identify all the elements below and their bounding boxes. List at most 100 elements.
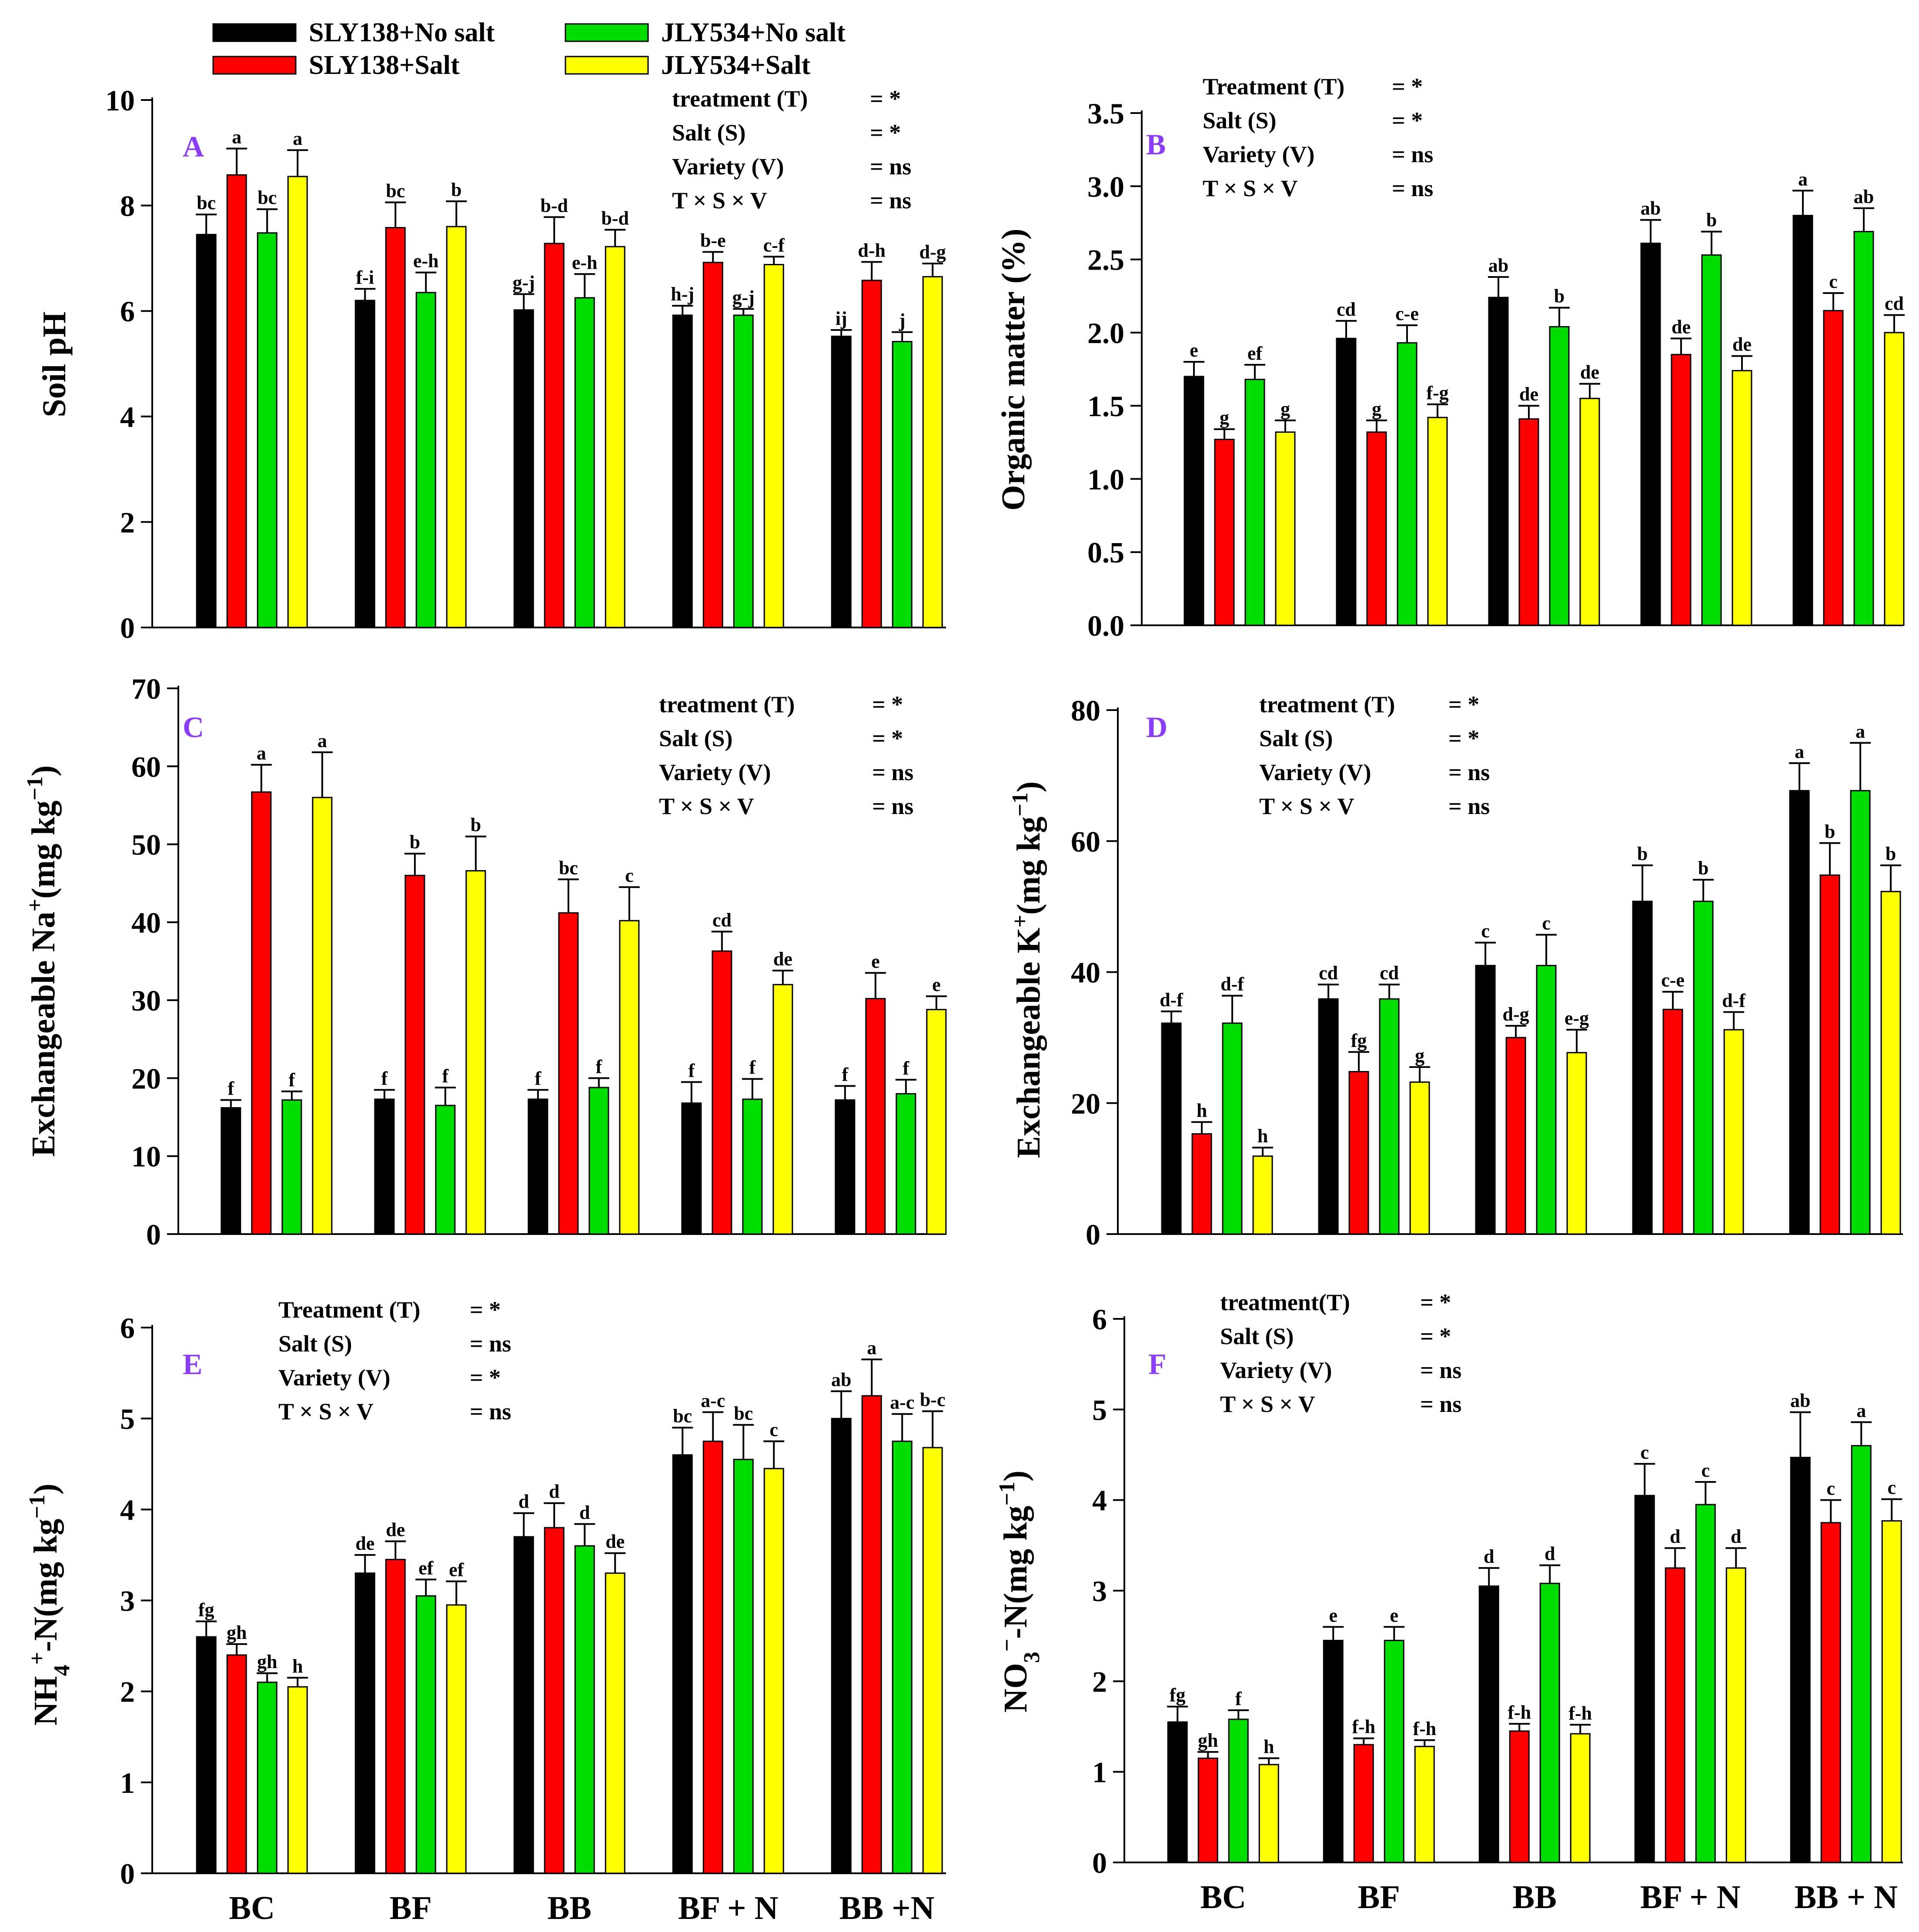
bar-b-3-0 <box>1640 243 1661 626</box>
y-tick-label: 70 <box>131 672 161 705</box>
bar-f-3-1 <box>1665 1567 1685 1863</box>
panel-label: C <box>183 711 204 744</box>
significance-letter: b <box>1637 843 1648 864</box>
bar-d-0-2 <box>1222 1022 1243 1235</box>
significance-letter: a <box>318 730 327 751</box>
significance-letter: ab <box>1488 255 1508 276</box>
bar-e-1-2 <box>415 1595 436 1874</box>
bar-a-4-3 <box>922 276 943 628</box>
significance-letter: c <box>1640 1441 1649 1463</box>
bar-b-2-2 <box>1549 326 1570 626</box>
bar-c-3-3 <box>772 984 793 1235</box>
significance-letter: b <box>410 831 420 853</box>
significance-letter: fg <box>1170 1685 1186 1706</box>
significance-letter: d-g <box>919 241 946 263</box>
bar-e-4-3 <box>922 1447 943 1874</box>
stat-term: T × S × V <box>1203 175 1298 201</box>
significance-letter: f <box>1235 1688 1242 1709</box>
y-tick-label: 2 <box>1092 1665 1107 1698</box>
y-tick-label: 4 <box>1092 1484 1107 1517</box>
bar-b-0-2 <box>1244 379 1265 626</box>
stat-term: Salt (S) <box>659 725 733 751</box>
stat-term: treatment (T) <box>672 86 808 112</box>
bar-b-0-1 <box>1214 439 1235 626</box>
significance-letter: b <box>451 179 461 200</box>
bar-b-4-2 <box>1853 231 1874 626</box>
y-axis-label: NO3−-N(mg kg−1) <box>995 1471 1044 1713</box>
bar-a-3-3 <box>763 264 784 628</box>
bar-e-2-2 <box>574 1545 595 1874</box>
y-tick-label: 20 <box>1071 1087 1100 1120</box>
significance-letter: b-c <box>920 1389 946 1410</box>
stat-term: Variety (V) <box>278 1365 390 1391</box>
significance-letter: e <box>1390 1605 1398 1626</box>
stat-term: Variety (V) <box>1259 759 1371 785</box>
significance-letter: a-c <box>701 1390 725 1411</box>
bar-f-3-3 <box>1725 1567 1746 1863</box>
stat-value: = * <box>1448 691 1479 717</box>
y-tick-label: 3.0 <box>1087 170 1124 203</box>
significance-letter: b <box>1886 843 1896 864</box>
x-tick-label: BB <box>548 1890 592 1926</box>
significance-letter: ij <box>836 308 847 329</box>
bar-f-2-0 <box>1478 1585 1499 1863</box>
significance-letter: gh <box>257 1651 277 1672</box>
bar-a-4-1 <box>861 280 882 628</box>
stat-value: = ns <box>872 759 913 785</box>
panel-label: A <box>183 130 204 163</box>
x-tick-label: BB <box>1513 1879 1557 1915</box>
bar-b-1-3 <box>1427 417 1448 626</box>
bar-c-2-1 <box>558 912 579 1235</box>
significance-letter: b-e <box>700 230 726 251</box>
stat-value: = * <box>1392 73 1423 100</box>
significance-letter: c <box>769 1419 778 1440</box>
stat-term: Salt (S) <box>1220 1323 1294 1349</box>
bar-c-1-2 <box>435 1104 456 1235</box>
y-tick-label: 20 <box>131 1062 161 1095</box>
stat-value: = * <box>1420 1323 1451 1349</box>
bar-d-2-1 <box>1505 1037 1526 1235</box>
bar-b-4-0 <box>1792 215 1813 626</box>
stat-term: Treatment (T) <box>1203 73 1344 100</box>
significance-letter: a <box>1795 741 1804 762</box>
stat-value: = ns <box>1420 1357 1461 1383</box>
bar-b-3-2 <box>1701 254 1722 626</box>
legend-label: JLY534+No salt <box>661 18 846 47</box>
stat-term: Salt (S) <box>1259 725 1333 751</box>
significance-letter: h-j <box>671 284 694 305</box>
significance-letter: b <box>1698 858 1708 879</box>
y-tick-label: 5 <box>120 1402 135 1435</box>
significance-letter: g <box>1372 398 1381 420</box>
significance-letter: cd <box>712 909 732 931</box>
y-tick-label: 1 <box>120 1766 135 1799</box>
bar-e-3-2 <box>733 1458 754 1874</box>
stat-value: = ns <box>1448 793 1490 819</box>
bar-c-4-3 <box>926 1009 947 1235</box>
bar-f-2-2 <box>1539 1582 1560 1863</box>
bar-c-0-1 <box>251 791 272 1235</box>
bar-b-0-3 <box>1275 431 1296 626</box>
bar-d-2-3 <box>1566 1052 1587 1235</box>
stat-term: T × S × V <box>672 187 767 214</box>
stat-value: = * <box>870 120 901 146</box>
y-axis-label: Exchangeable Na+(mg kg−1) <box>23 765 62 1157</box>
stat-value: = * <box>1420 1289 1451 1315</box>
bar-c-1-0 <box>374 1098 395 1235</box>
bar-d-3-0 <box>1632 901 1653 1235</box>
significance-letter: h <box>292 1655 303 1677</box>
y-tick-label: 0 <box>1086 1218 1100 1251</box>
y-tick-label: 40 <box>1071 956 1100 989</box>
x-tick-label: BF <box>1358 1879 1400 1915</box>
bar-e-4-1 <box>861 1395 882 1874</box>
significance-letter: de <box>605 1531 625 1552</box>
bar-c-0-0 <box>221 1107 241 1235</box>
y-tick-label: 5 <box>1092 1393 1107 1426</box>
significance-letter: ab <box>1641 198 1661 219</box>
significance-letter: g <box>1415 1045 1424 1066</box>
bar-a-1-1 <box>385 227 406 628</box>
significance-letter: de <box>1580 362 1599 383</box>
bar-f-0-3 <box>1258 1764 1279 1863</box>
y-tick-label: 60 <box>131 750 161 783</box>
